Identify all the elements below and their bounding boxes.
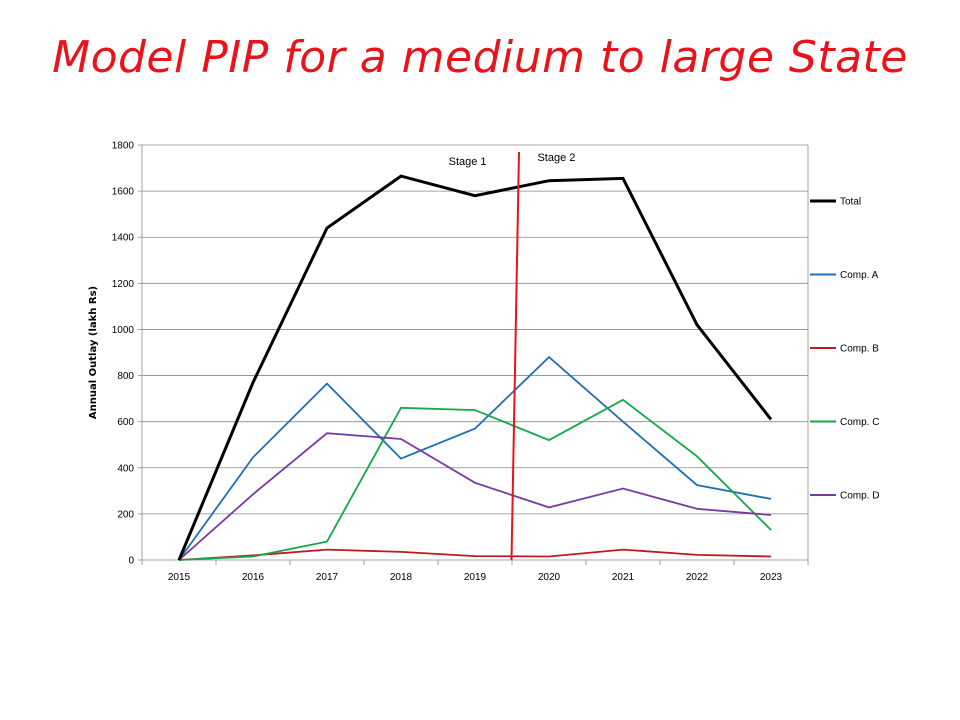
legend-label: Total [840, 197, 861, 208]
x-tick-label: 2017 [316, 572, 339, 583]
axes: 0 200 400 600 800 1000 1200 1400 1600 1800 2015 201… [112, 141, 809, 583]
legend-label: Comp. C [840, 417, 879, 428]
legend-label: Comp. B [840, 344, 879, 355]
series-line-comp-b [178, 548, 772, 561]
y-tick-label: 0 [128, 556, 134, 567]
x-tick-label: 2016 [242, 572, 265, 583]
y-tick-label: 200 [117, 509, 134, 520]
x-tick-label: 2022 [686, 572, 709, 583]
legend: Total Comp. A Comp. B Comp. C Comp. D [810, 197, 879, 502]
stage-divider-line [510, 151, 520, 561]
x-tick-label: 2018 [390, 572, 413, 583]
y-tick-label: 400 [117, 463, 134, 474]
x-tick-label: 2020 [538, 572, 561, 583]
series-line-comp-c [178, 398, 772, 561]
legend-label: Comp. A [840, 270, 879, 281]
series-line-comp-a [178, 355, 772, 561]
x-tick-label: 2015 [168, 572, 191, 583]
slide-title: Model PIP for a medium to large State [52, 32, 908, 83]
y-tick-label: 1000 [112, 325, 135, 336]
y-tick-label: 600 [117, 417, 134, 428]
y-tick-label: 1600 [112, 187, 135, 198]
stage-2-label: Stage 2 [537, 152, 575, 164]
x-tick-label: 2019 [464, 572, 487, 583]
x-tick-label: 2023 [760, 572, 783, 583]
axis-labels: Annual Outlay (lakh Rs) [88, 286, 99, 419]
series-line-comp-d [178, 432, 772, 561]
gridlines [142, 144, 808, 515]
legend-label: Comp. D [840, 491, 879, 502]
y-tick-label: 800 [117, 371, 134, 382]
series-lines [177, 174, 773, 561]
y-tick-label: 1200 [112, 279, 135, 290]
y-tick-label: 1400 [112, 233, 135, 244]
x-tick-label: 2021 [612, 572, 635, 583]
stage-divider: Stage 1 Stage 2 [449, 151, 575, 561]
series-line-total [177, 174, 773, 561]
stage-1-label: Stage 1 [449, 156, 487, 168]
y-axis-title: Annual Outlay (lakh Rs) [88, 286, 99, 419]
y-tick-label: 1800 [112, 141, 135, 152]
